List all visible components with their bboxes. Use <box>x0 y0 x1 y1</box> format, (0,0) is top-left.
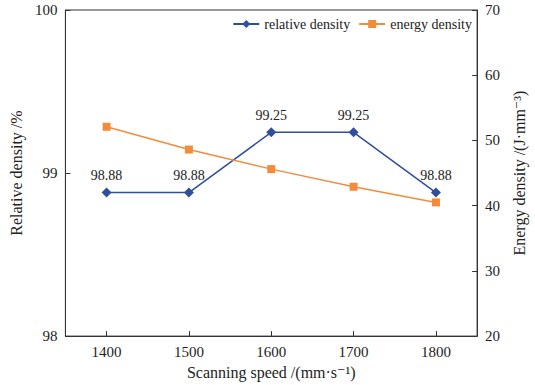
svg-text:99.25: 99.25 <box>256 108 288 123</box>
svg-text:30: 30 <box>485 263 500 279</box>
svg-text:98.88: 98.88 <box>420 168 452 183</box>
svg-text:60: 60 <box>485 67 500 83</box>
svg-text:99.25: 99.25 <box>338 108 370 123</box>
svg-text:100: 100 <box>35 2 58 18</box>
svg-text:Scanning speed /(mm·s⁻¹): Scanning speed /(mm·s⁻¹) <box>187 364 356 382</box>
svg-text:1500: 1500 <box>174 344 204 360</box>
svg-text:70: 70 <box>485 2 500 18</box>
svg-text:99: 99 <box>42 165 57 181</box>
svg-text:98: 98 <box>42 328 57 344</box>
svg-text:1600: 1600 <box>256 344 286 360</box>
svg-text:40: 40 <box>485 198 500 214</box>
svg-text:relative density: relative density <box>264 17 350 32</box>
svg-text:Energy density /(J·mm⁻³): Energy density /(J·mm⁻³) <box>511 91 529 256</box>
svg-text:energy density: energy density <box>390 17 472 32</box>
svg-text:20: 20 <box>485 328 500 344</box>
svg-text:98.88: 98.88 <box>91 168 123 183</box>
svg-text:1700: 1700 <box>339 344 369 360</box>
svg-text:1800: 1800 <box>421 344 451 360</box>
svg-text:1400: 1400 <box>92 344 122 360</box>
svg-text:Relative density /%: Relative density /% <box>8 110 26 235</box>
svg-text:50: 50 <box>485 132 500 148</box>
svg-text:98.88: 98.88 <box>173 168 205 183</box>
